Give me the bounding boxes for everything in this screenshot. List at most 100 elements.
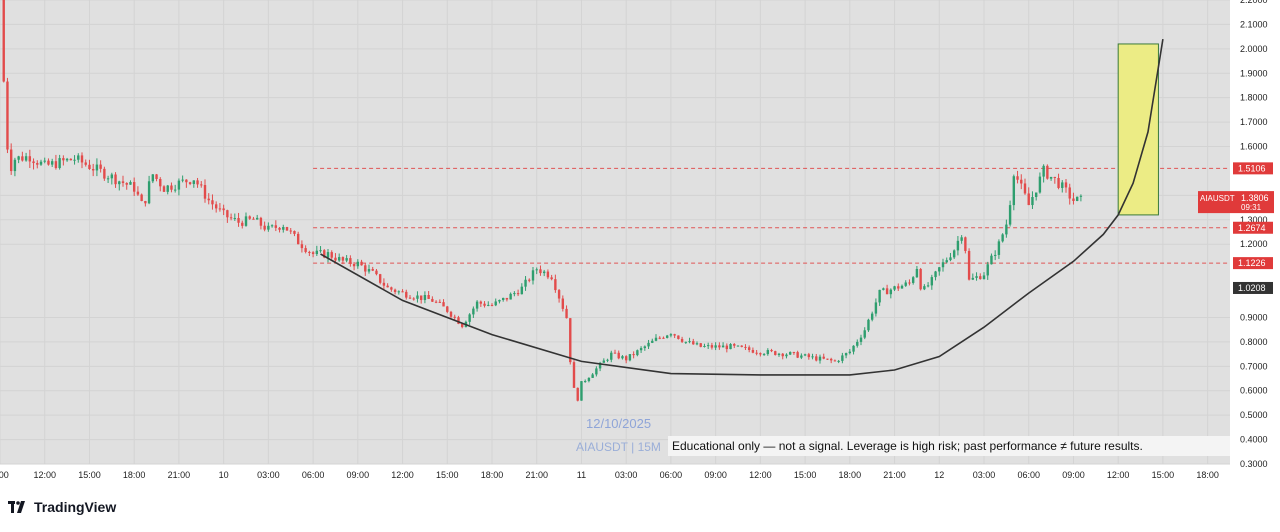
brand-name: TradingView xyxy=(34,499,117,515)
candle-body xyxy=(371,269,374,271)
candle-body xyxy=(807,354,811,358)
candle-body xyxy=(800,355,803,358)
candle-body xyxy=(166,185,169,192)
target-box xyxy=(1117,43,1159,216)
candle-body xyxy=(1027,193,1030,206)
current-price-text: 1.3806 xyxy=(1241,193,1269,203)
plot-area[interactable] xyxy=(0,0,1230,464)
candle-body xyxy=(442,302,445,307)
candle-body xyxy=(36,163,39,165)
candle-body xyxy=(129,182,132,185)
candle-body xyxy=(945,260,948,263)
candle-body xyxy=(673,334,676,336)
candle-body xyxy=(509,293,512,300)
candle-body xyxy=(278,227,281,230)
candle-body xyxy=(39,161,43,165)
y-tick-label: 2.0000 xyxy=(1240,44,1268,54)
candle-body xyxy=(69,158,73,161)
candle-body xyxy=(919,268,922,290)
candle-body xyxy=(710,345,714,348)
candle-body xyxy=(349,258,352,264)
candle-body xyxy=(725,345,729,350)
candle-body xyxy=(1049,176,1053,179)
x-tick-label: 18:00 xyxy=(123,470,146,480)
candle-body xyxy=(1072,198,1075,201)
x-tick-label: 9:00 xyxy=(0,470,9,480)
x-tick-label: 10 xyxy=(219,470,229,480)
candle-body xyxy=(416,295,419,299)
candle-body xyxy=(319,250,322,252)
x-tick-label: 12:00 xyxy=(749,470,772,480)
candle-body xyxy=(524,279,527,287)
candle-body xyxy=(602,360,606,363)
candle-body xyxy=(32,161,35,164)
candle-body xyxy=(282,227,285,230)
candle-body xyxy=(610,352,613,360)
time-axis[interactable] xyxy=(0,464,1280,486)
candle-body xyxy=(185,179,188,183)
candle-body xyxy=(490,304,494,306)
marker-price-text: 1.0208 xyxy=(1238,283,1266,293)
candle-body xyxy=(833,360,837,362)
candle-body xyxy=(211,200,214,205)
candle-body xyxy=(706,345,710,347)
candle-body xyxy=(766,350,770,355)
candle-body xyxy=(911,277,915,283)
x-tick-label: 21:00 xyxy=(168,470,191,480)
candle-body xyxy=(826,358,829,360)
candle-body xyxy=(233,218,237,220)
candle-body xyxy=(140,194,143,202)
candle-body xyxy=(54,161,58,169)
candle-body xyxy=(501,297,505,300)
candle-body xyxy=(446,306,449,312)
candle-body xyxy=(106,178,110,180)
candle-body xyxy=(684,341,688,343)
tradingview-footer[interactable]: TradingView xyxy=(8,497,116,517)
y-tick-label: 0.5000 xyxy=(1240,410,1268,420)
candle-body xyxy=(6,81,9,150)
candle-body xyxy=(121,181,125,184)
candle-body xyxy=(662,337,665,339)
candle-body xyxy=(699,343,702,347)
candle-body xyxy=(91,168,95,171)
candle-body xyxy=(971,277,975,280)
candle-body xyxy=(692,341,695,345)
y-tick-label: 1.3000 xyxy=(1240,215,1268,225)
x-axis-ticks: 9:00 12:00 15:00 18:00 21:00 10 03:00 06:00 09:0… xyxy=(0,470,1219,480)
x-tick-label: 18:00 xyxy=(839,470,862,480)
y-tick-label: 0.4000 xyxy=(1240,435,1268,445)
candle-body xyxy=(718,345,721,348)
y-tick-label: 1.9000 xyxy=(1240,68,1268,78)
candle-body xyxy=(326,252,330,258)
candle-body xyxy=(1031,197,1034,206)
candle-body xyxy=(386,285,389,288)
candle-body xyxy=(1020,179,1023,184)
candle-body xyxy=(583,381,587,383)
candle-body xyxy=(938,267,941,272)
candle-body xyxy=(1016,176,1019,180)
x-tick-label: 15:00 xyxy=(78,470,101,480)
candle-body xyxy=(241,222,244,226)
candle-body xyxy=(613,352,617,354)
candle-body xyxy=(897,286,900,289)
candle-body xyxy=(669,334,673,336)
candle-body xyxy=(28,156,32,162)
x-tick-label: 09:00 xyxy=(1062,470,1085,480)
candle-body xyxy=(378,274,382,283)
price-level-badge xyxy=(1233,257,1273,270)
candles xyxy=(2,0,1083,402)
rounding-curve-line xyxy=(320,38,1164,376)
price-level-badge-text: 1.2674 xyxy=(1238,223,1266,233)
candle-body xyxy=(177,180,181,190)
candle-body xyxy=(47,160,50,165)
candle-body xyxy=(423,295,427,301)
candle-body xyxy=(844,353,848,356)
candle-body xyxy=(762,354,766,356)
candle-body xyxy=(487,304,490,306)
candle-body xyxy=(88,164,91,169)
x-tick-label: 03:00 xyxy=(615,470,638,480)
candle-body xyxy=(170,185,173,190)
candle-body xyxy=(580,381,583,401)
